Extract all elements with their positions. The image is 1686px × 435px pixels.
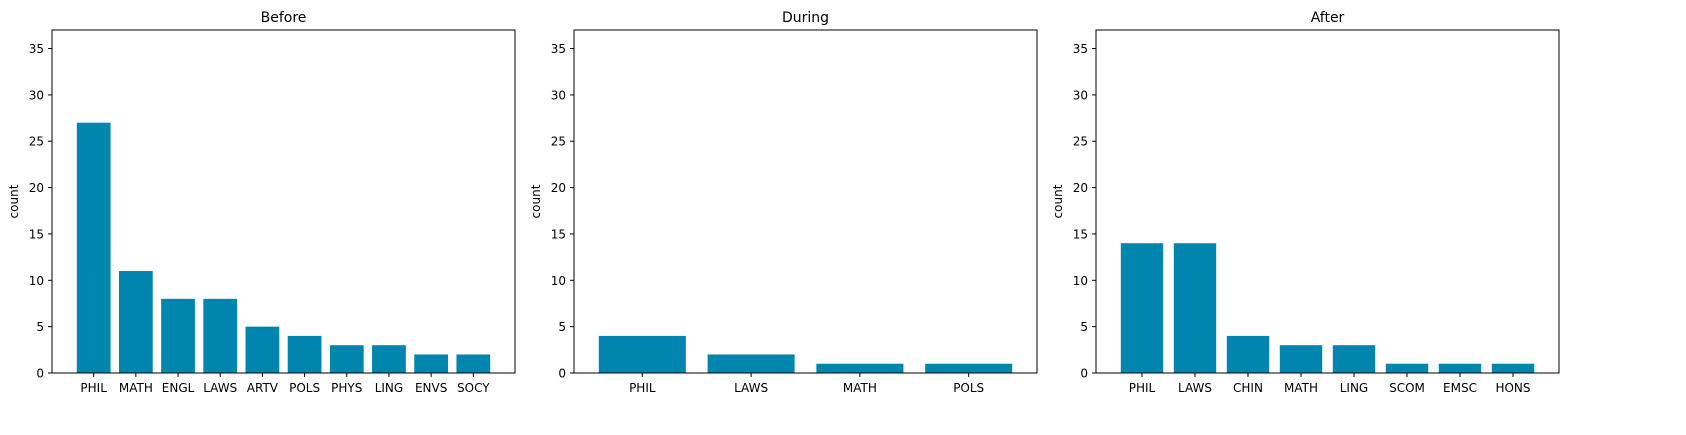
x-tick-label: PHIL xyxy=(629,381,656,395)
bar-engl xyxy=(161,298,195,373)
y-tick-label: 35 xyxy=(1073,42,1088,56)
axes-frame xyxy=(573,29,1038,374)
x-tick-label: POLS xyxy=(953,381,984,395)
chart-panel-3: 0 5 10 15 20 25 30 35 PHIL LAWS CHIN MATH LING SCOM EM… xyxy=(1051,10,1560,395)
bar-laws xyxy=(1173,243,1217,373)
y-tick-label: 15 xyxy=(1073,227,1088,241)
y-tick-label: 25 xyxy=(29,135,44,149)
chart-title: Before xyxy=(261,10,307,26)
bar-phys xyxy=(329,345,364,373)
bar-hons xyxy=(1491,363,1535,373)
y-tick-label: 35 xyxy=(29,42,44,56)
y-tick-label: 15 xyxy=(551,227,566,241)
y-tick-label: 10 xyxy=(29,274,44,288)
axes-frame xyxy=(1095,29,1560,374)
x-tick-label: MATH xyxy=(119,381,153,395)
bar-ling xyxy=(372,345,406,373)
y-tick-label: 30 xyxy=(551,88,566,102)
y-axis-label: count xyxy=(7,184,21,218)
bar-artv xyxy=(245,326,280,373)
bar-math xyxy=(118,271,153,373)
y-tick-label: 25 xyxy=(551,135,566,149)
x-tick-label: EMSC xyxy=(1443,381,1477,395)
bar-phil xyxy=(76,122,111,374)
chart-panel-2: 0 5 10 15 20 25 30 35 PHIL LAWS MATH POLS During coun… xyxy=(529,10,1038,395)
bar-math xyxy=(1279,345,1323,373)
x-tick-label: MATH xyxy=(1284,381,1318,395)
y-tick-label: 0 xyxy=(36,367,44,381)
y-tick-label: 5 xyxy=(1080,320,1088,334)
x-tick-label: HONS xyxy=(1495,381,1530,395)
y-tick-label: 35 xyxy=(551,42,566,56)
x-tick-label: LAWS xyxy=(203,381,237,395)
x-tick-label: LAWS xyxy=(734,381,768,395)
y-axis-label: count xyxy=(1051,184,1065,218)
y-tick-label: 25 xyxy=(1073,135,1088,149)
y-tick-label: 5 xyxy=(558,320,566,334)
y-axis-label: count xyxy=(529,184,543,218)
y-tick-label: 15 xyxy=(29,227,44,241)
x-tick-label: POLS xyxy=(289,381,320,395)
y-tick-label: 5 xyxy=(36,320,44,334)
y-tick-label: 10 xyxy=(551,274,566,288)
axes-frame xyxy=(51,29,516,374)
x-tick-label: ENGL xyxy=(162,381,195,395)
x-tick-label: PHIL xyxy=(80,381,107,395)
y-tick-label: 0 xyxy=(1080,367,1088,381)
bar-envs xyxy=(414,354,449,373)
x-tick-label: MATH xyxy=(843,381,877,395)
x-tick-label: SOCY xyxy=(457,381,490,395)
y-tick-label: 20 xyxy=(1073,181,1088,195)
bar-scom xyxy=(1385,363,1429,373)
bar-phil xyxy=(1120,243,1164,373)
x-tick-label: LING xyxy=(1340,381,1369,395)
chart-panel-1: 0 5 10 15 20 25 30 35 PHIL MATH ENGL LAWS ARTV POLS PH… xyxy=(7,10,516,395)
y-tick-label: 30 xyxy=(1073,88,1088,102)
x-tick-label: LING xyxy=(375,381,404,395)
y-tick-label: 20 xyxy=(551,181,566,195)
bar-math xyxy=(816,363,904,373)
bar-pols xyxy=(287,335,322,373)
y-tick-label: 10 xyxy=(1073,274,1088,288)
bar-laws xyxy=(707,354,795,373)
x-tick-label: ARTV xyxy=(247,381,279,395)
x-tick-label: PHIL xyxy=(1129,381,1156,395)
x-tick-label: SCOM xyxy=(1389,381,1425,395)
y-tick-label: 30 xyxy=(29,88,44,102)
bar-laws xyxy=(203,298,238,373)
bar-pols xyxy=(925,363,1013,373)
bar-ling xyxy=(1332,345,1376,373)
x-tick-label: PHYS xyxy=(331,381,362,395)
bar-emsc xyxy=(1438,363,1482,373)
chart-title: During xyxy=(782,10,829,26)
bar-socy xyxy=(456,354,491,373)
bar-chin xyxy=(1226,335,1270,373)
y-tick-label: 0 xyxy=(558,367,566,381)
y-tick-label: 20 xyxy=(29,181,44,195)
x-tick-label: LAWS xyxy=(1178,381,1212,395)
chart-title: After xyxy=(1311,10,1345,26)
bar-phil xyxy=(598,335,686,373)
x-tick-label: ENVS xyxy=(415,381,447,395)
x-tick-label: CHIN xyxy=(1233,381,1263,395)
